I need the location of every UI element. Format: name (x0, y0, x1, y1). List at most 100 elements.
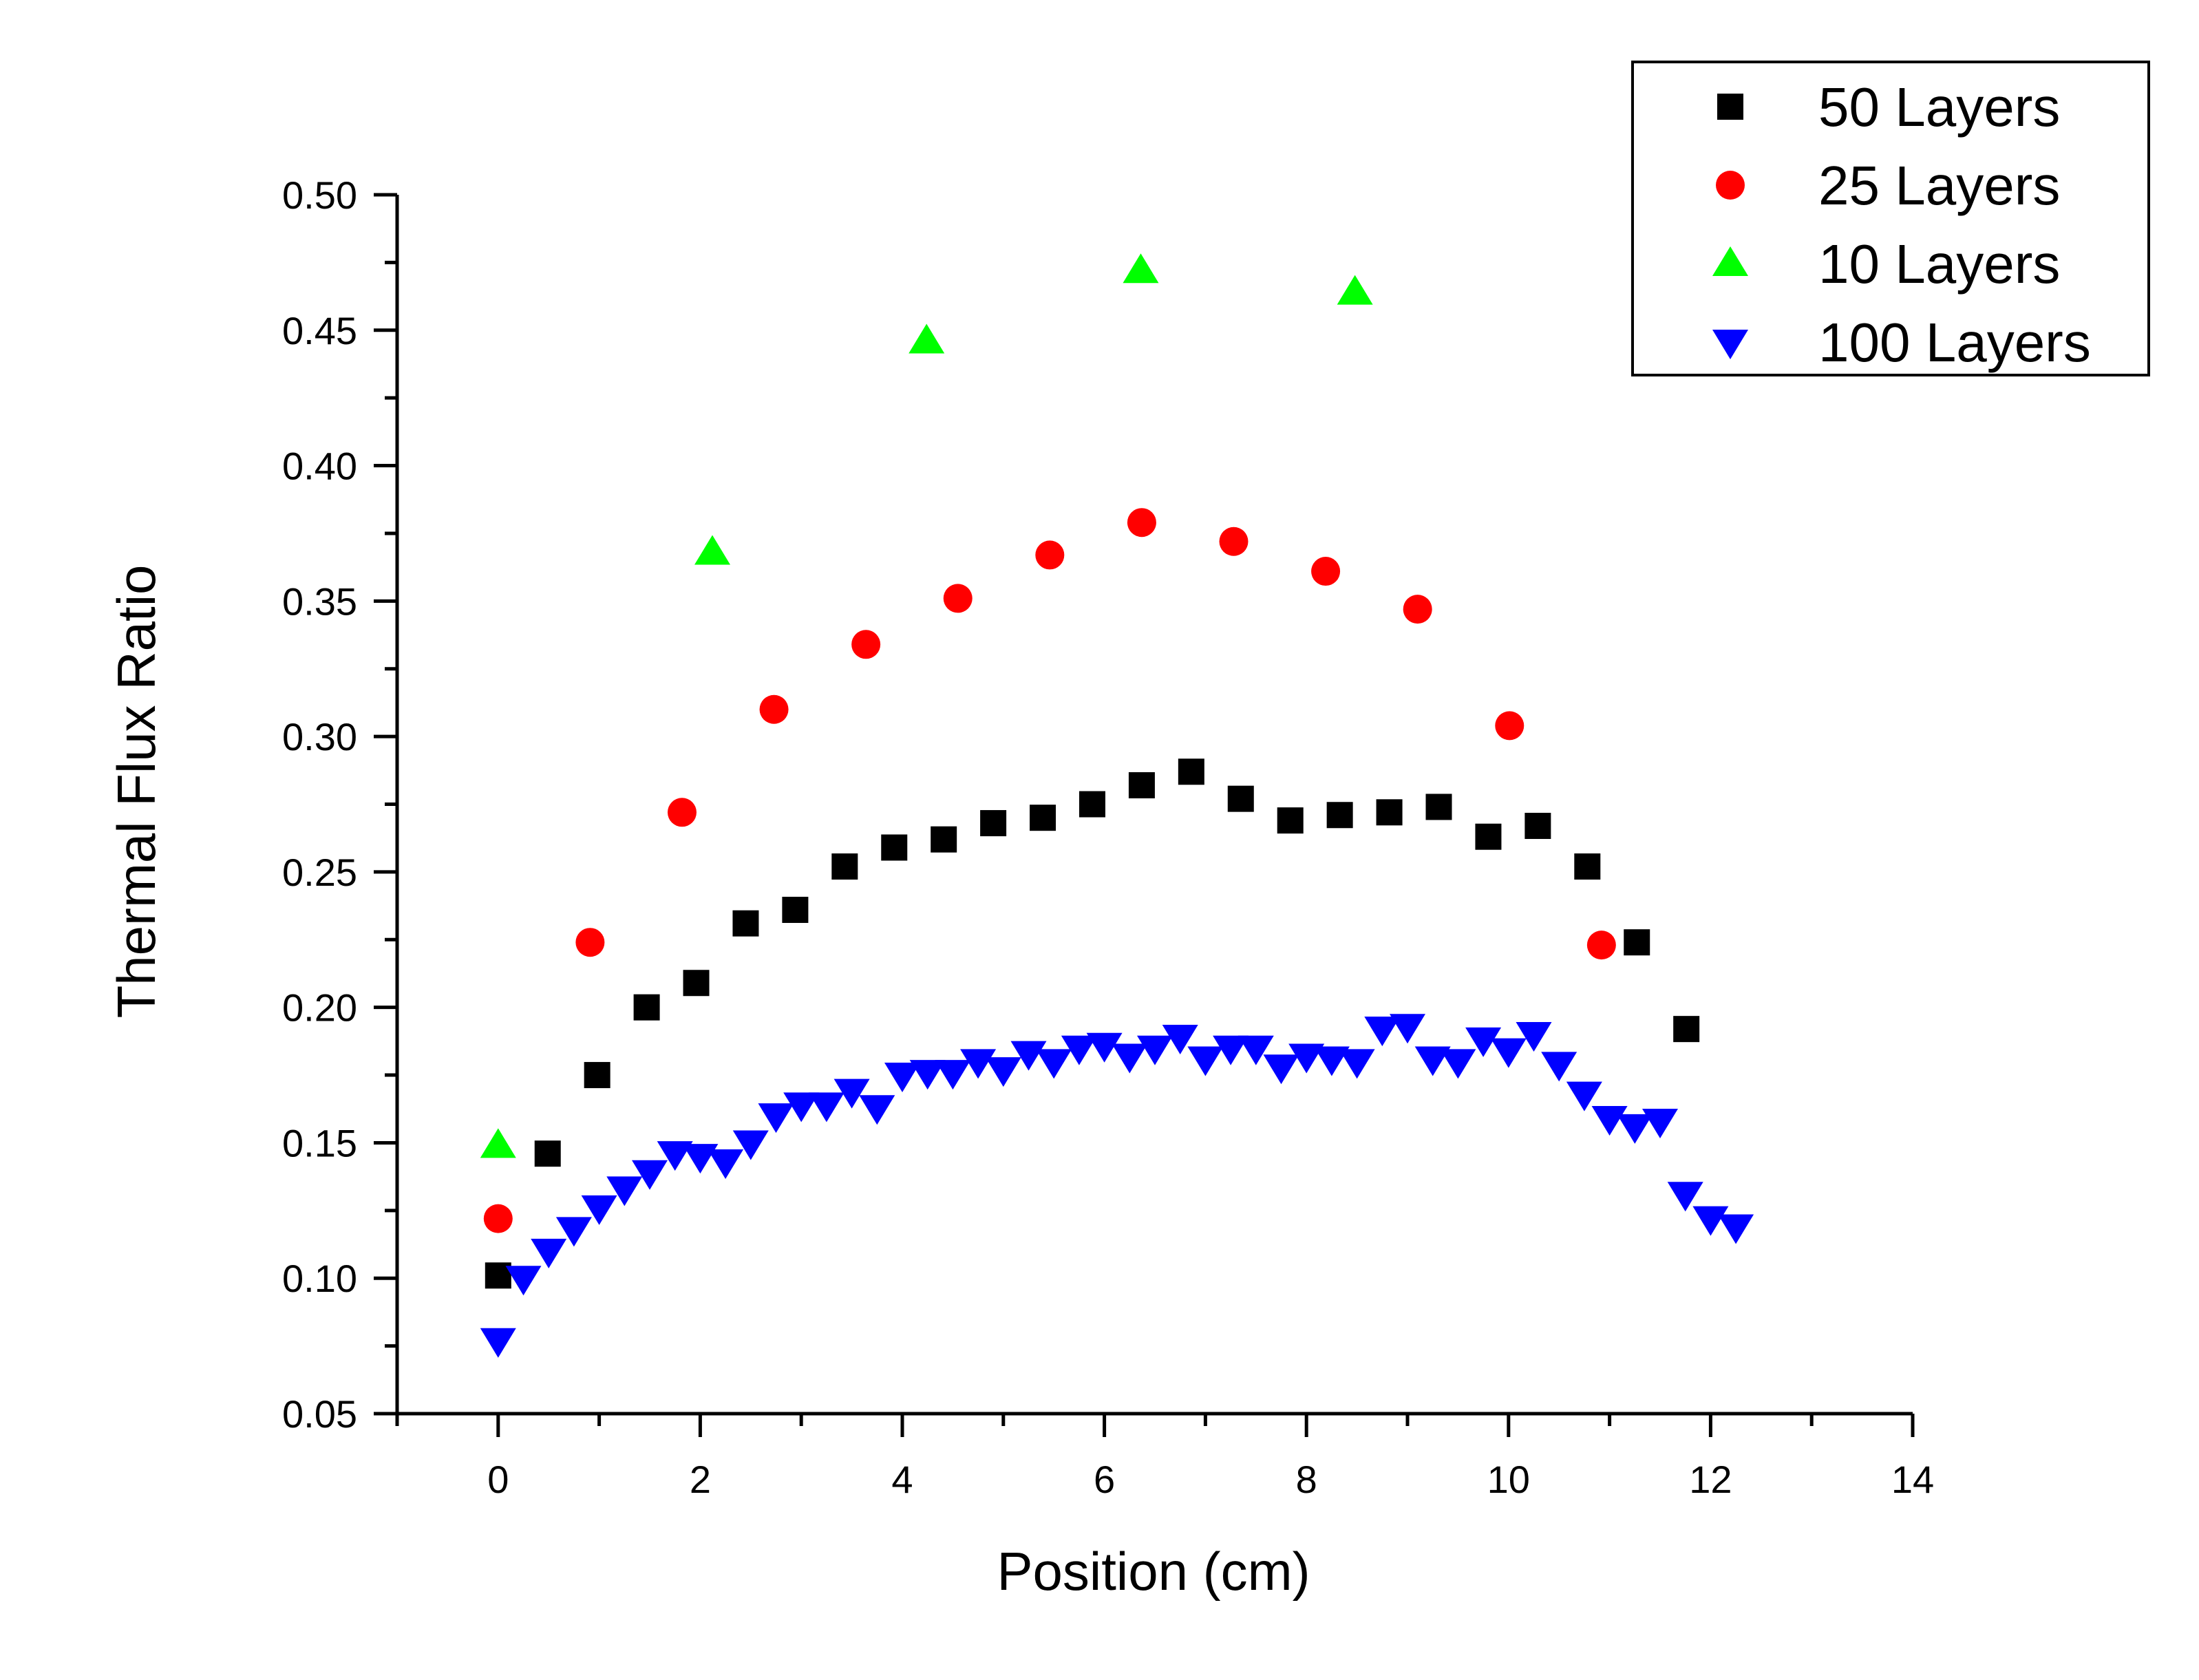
data-point (1227, 785, 1254, 812)
x-tick-label: 14 (1891, 1458, 1934, 1501)
data-point (782, 896, 809, 923)
data-point (1128, 772, 1155, 798)
data-point (884, 1063, 920, 1093)
data-point (931, 826, 957, 853)
y-tick-label: 0.50 (282, 173, 357, 217)
data-point (683, 970, 710, 997)
data-point (808, 1092, 844, 1123)
data-point (1086, 1032, 1123, 1063)
y-tick-label: 0.35 (282, 580, 357, 623)
data-point (480, 1128, 516, 1158)
data-point (575, 928, 605, 957)
data-point (1178, 758, 1204, 785)
legend-marker (1712, 246, 1748, 276)
data-point (1137, 1035, 1173, 1065)
legend-marker (1716, 171, 1745, 200)
legend-label: 100 Layers (1818, 312, 2091, 373)
data-point (1718, 1214, 1754, 1244)
data-point (732, 910, 759, 937)
data-point (682, 1144, 719, 1174)
data-point (1162, 1024, 1198, 1054)
data-point (909, 1060, 946, 1090)
legend-marker (1717, 94, 1743, 120)
x-axis-title: Position (cm) (997, 1541, 1310, 1602)
data-point (1364, 1017, 1401, 1047)
data-point (1263, 1054, 1299, 1085)
data-point (1010, 1041, 1047, 1071)
data-point (831, 853, 858, 880)
data-point (1326, 802, 1353, 829)
data-point (909, 323, 945, 354)
data-point (1061, 1035, 1097, 1065)
data-point (960, 1049, 997, 1079)
data-point (943, 584, 973, 613)
x-tick-label: 12 (1689, 1458, 1732, 1501)
data-point (1673, 1016, 1700, 1043)
y-tick-label: 0.25 (282, 851, 357, 894)
y-tick-label: 0.45 (282, 309, 357, 352)
data-point (1586, 931, 1616, 960)
data-point (1667, 1182, 1703, 1212)
data-point (633, 994, 660, 1021)
data-point (1127, 508, 1156, 538)
data-point (1288, 1043, 1325, 1074)
data-points-group (480, 253, 1754, 1358)
data-point (632, 1160, 668, 1190)
data-point (1566, 1081, 1602, 1112)
x-tick-label: 10 (1487, 1458, 1530, 1501)
data-point (1642, 1108, 1678, 1138)
x-tick-label: 0 (487, 1458, 509, 1501)
data-point (1112, 1043, 1148, 1074)
y-tick-label: 0.10 (282, 1257, 357, 1300)
data-point (1035, 540, 1065, 570)
series-100-layers (480, 1014, 1754, 1358)
data-point (1617, 1114, 1653, 1144)
data-point (1187, 1046, 1224, 1076)
data-point (694, 535, 731, 565)
data-point (555, 1217, 592, 1247)
legend: 50 Layers 25 Layers 10 Layers 100 Layers (1631, 61, 2150, 376)
series-10-layers (480, 253, 1373, 1158)
series-50-layers (485, 758, 1700, 1289)
data-point (581, 1195, 617, 1225)
data-point (1475, 823, 1502, 850)
data-point (980, 810, 1007, 837)
data-point (758, 1103, 794, 1134)
series-25-layers (483, 508, 1616, 1233)
legend-label: 50 Layers (1818, 76, 2060, 138)
data-point (1313, 1046, 1350, 1076)
data-point (1414, 1046, 1451, 1076)
data-point (935, 1060, 971, 1090)
data-point (985, 1057, 1021, 1087)
data-point (1574, 853, 1601, 880)
data-point (1692, 1206, 1729, 1236)
data-point (1541, 1052, 1577, 1082)
data-point (1403, 595, 1432, 624)
data-point (1624, 929, 1650, 956)
data-point (1440, 1049, 1476, 1079)
data-point (534, 1140, 561, 1167)
x-tick-label: 6 (1094, 1458, 1115, 1501)
data-point (1465, 1027, 1502, 1057)
data-point (1516, 1022, 1552, 1052)
data-point (1376, 799, 1403, 826)
y-tick-label: 0.20 (282, 986, 357, 1030)
legend-marker (1712, 330, 1748, 359)
x-tick-label: 2 (690, 1458, 711, 1501)
data-point (480, 1328, 516, 1358)
legend-label: 25 Layers (1818, 155, 2060, 216)
x-tick-label: 4 (891, 1458, 913, 1501)
data-point (759, 694, 789, 724)
y-tick-label: 0.40 (282, 445, 357, 488)
data-point (1525, 812, 1551, 839)
data-point (1425, 794, 1452, 820)
axes-group: 0 2 4 6 8 10 12 14 0.05 0.10 0.15 0.20 0.25 0.30 0.35 0… (282, 173, 1934, 1501)
data-point (851, 630, 881, 659)
data-point (483, 1204, 513, 1233)
data-point (531, 1238, 567, 1268)
data-point (833, 1078, 870, 1109)
data-point (1219, 527, 1249, 556)
legend-label: 10 Layers (1818, 233, 2060, 295)
data-point (732, 1130, 769, 1160)
